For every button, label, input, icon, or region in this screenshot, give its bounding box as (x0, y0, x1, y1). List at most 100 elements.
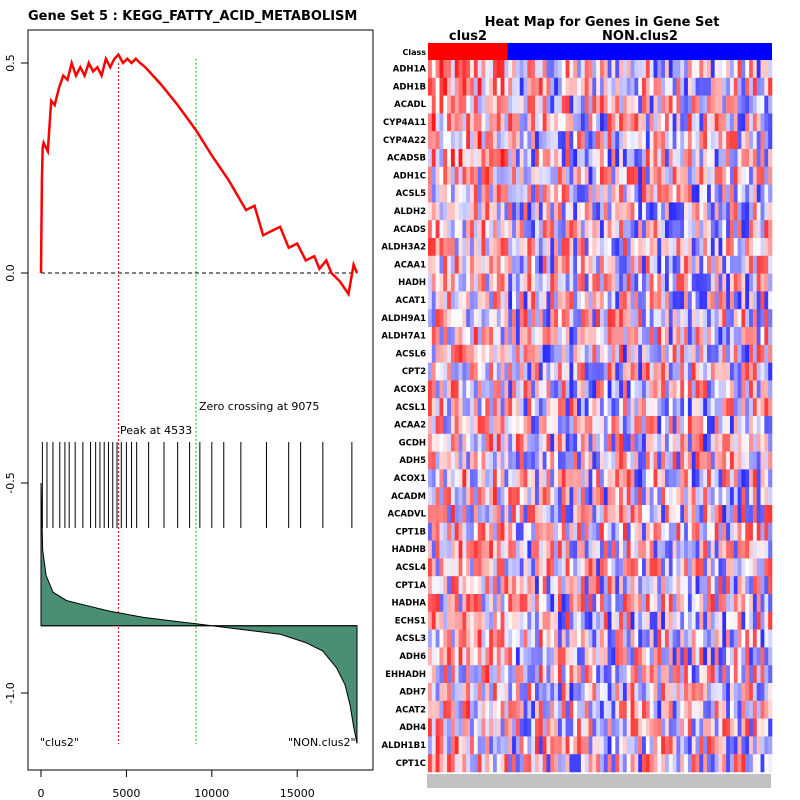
heatmap-cell (535, 522, 540, 541)
heatmap-cell (508, 273, 513, 292)
heatmap-cell (691, 202, 696, 221)
heatmap-cell (500, 611, 505, 630)
heatmap-cell (668, 700, 673, 719)
heatmap-cell (561, 540, 566, 559)
heatmap-cell (431, 576, 436, 595)
heatmap-cell (695, 184, 700, 203)
heatmap-cell (611, 683, 616, 702)
heatmap-cell (710, 202, 715, 221)
heatmap-cell (462, 416, 467, 435)
heatmap-cell (550, 255, 555, 274)
heatmap-cell (592, 238, 597, 257)
heatmap-cell (630, 700, 635, 719)
heatmap-cell (573, 558, 578, 577)
heatmap-cell (676, 362, 681, 381)
heatmap-cell (760, 558, 765, 577)
heatmap-cell (554, 665, 559, 684)
heatmap-cell (726, 202, 731, 221)
heatmap-cell (684, 327, 689, 346)
heatmap-cell (550, 184, 555, 203)
heatmap-cell (512, 576, 517, 595)
heatmap-cell (550, 576, 555, 595)
heatmap-cell (508, 184, 513, 203)
heatmap-cell (596, 362, 601, 381)
heatmap-cell (454, 255, 459, 274)
heatmap-cell (626, 291, 631, 310)
heatmap-cell (642, 736, 647, 755)
heatmap-cell (733, 647, 738, 666)
heatmap-cell (550, 291, 555, 310)
heatmap-cell (515, 487, 521, 506)
heatmap-cell (435, 433, 440, 452)
heatmap-cell (726, 362, 731, 381)
heatmap-cell (454, 291, 459, 310)
heatmap-cell (515, 131, 521, 150)
heatmap-cell (600, 273, 605, 292)
heatmap-cell (764, 380, 769, 399)
heatmap-cell (443, 398, 448, 417)
heatmap-cell (752, 273, 758, 292)
heatmap-cell (538, 576, 543, 595)
heatmap-cell (699, 558, 704, 577)
heatmap-cell (462, 273, 467, 292)
heatmap-cell (443, 736, 448, 755)
heatmap-cell (664, 344, 670, 363)
heatmap-cell (745, 576, 750, 595)
heatmap-cell (657, 202, 662, 221)
heatmap-cell (565, 611, 570, 630)
heatmap-cell (439, 184, 444, 203)
heatmap-cell (756, 629, 761, 648)
heatmap-cell (695, 754, 700, 773)
heatmap-cell (542, 273, 547, 292)
heatmap-cell (672, 327, 677, 346)
heatmap-cell (550, 683, 555, 702)
heatmap-cell (546, 202, 551, 221)
heatmap-cell (439, 594, 444, 613)
heatmap-cell (584, 665, 589, 684)
heatmap-cell (657, 647, 662, 666)
heatmap-cell (718, 380, 723, 399)
gene-label: ACADM (391, 492, 426, 502)
heatmap-cell (580, 113, 586, 132)
heatmap-cell (638, 505, 643, 524)
heatmap-cell (653, 362, 658, 381)
heatmap-cell (638, 683, 643, 702)
heatmap-cell (638, 700, 643, 719)
heatmap-cell (737, 380, 742, 399)
heatmap-cell (642, 273, 647, 292)
heatmap-cell (645, 131, 650, 150)
heatmap-cell (676, 487, 681, 506)
heatmap-cell (657, 95, 662, 114)
heatmap-cell (619, 629, 624, 648)
heatmap-cell (577, 683, 582, 702)
heatmap-cell (466, 611, 471, 630)
heatmap-cell (477, 113, 482, 132)
heatmap-cell (687, 149, 693, 168)
heatmap-cell (580, 362, 586, 381)
heatmap-cell (699, 344, 704, 363)
heatmap-cell (657, 149, 662, 168)
heatmap-cell (626, 416, 631, 435)
heatmap-cell (531, 540, 536, 559)
heatmap-cell (645, 166, 650, 185)
heatmap-cell (592, 469, 597, 488)
heatmap-cell (485, 166, 490, 185)
heatmap-cell (565, 754, 570, 773)
heatmap-cell (428, 451, 433, 470)
heatmap-cell (714, 469, 719, 488)
heatmap-cell (603, 202, 608, 221)
heatmap-cell (496, 433, 501, 452)
heatmap-cell (592, 95, 597, 114)
heatmap-cell (466, 647, 471, 666)
heatmap-cell (462, 380, 467, 399)
heatmap-cell (439, 344, 444, 363)
heatmap-cell (622, 291, 628, 310)
heatmap-cell (756, 60, 761, 79)
heatmap-cell (764, 665, 769, 684)
heatmap-cell (439, 255, 444, 274)
heatmap-cell (454, 238, 459, 257)
heatmap-cell (527, 255, 532, 274)
heatmap-cell (569, 594, 574, 613)
heatmap-cell (657, 718, 662, 737)
heatmap-cell (515, 113, 521, 132)
